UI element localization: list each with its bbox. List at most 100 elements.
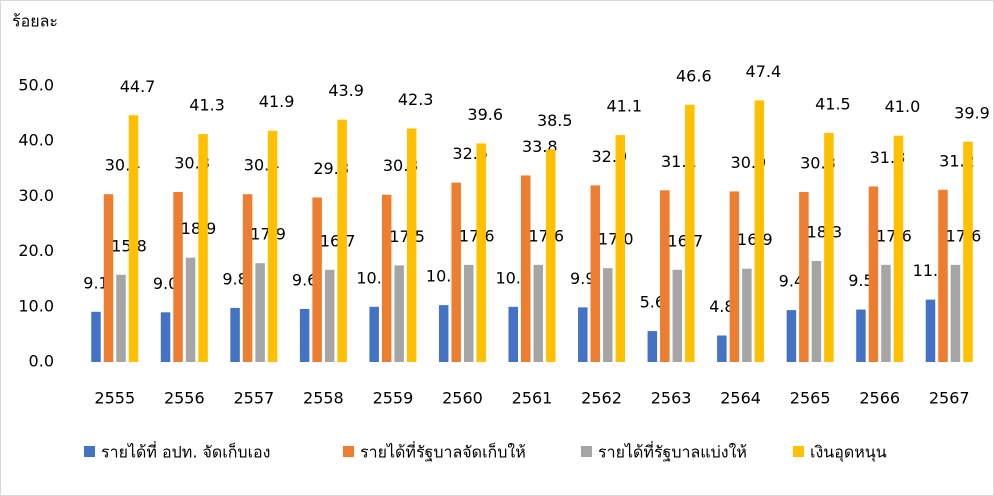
value-label: 38.5	[537, 111, 573, 130]
bar	[299, 309, 310, 362]
bar	[230, 307, 240, 362]
bar	[603, 268, 613, 362]
value-label: 41.9	[259, 92, 295, 111]
bar	[963, 141, 973, 362]
value-label: 9.8	[222, 269, 247, 288]
bar	[856, 309, 866, 362]
x-tick-label: 2565	[790, 389, 831, 408]
value-label: 42.3	[398, 90, 434, 109]
bar	[881, 264, 891, 362]
x-tick-label: 2560	[442, 389, 483, 408]
x-tick-label: 2559	[373, 389, 414, 408]
bar	[893, 135, 904, 362]
y-tick-label: 20.0	[18, 241, 54, 260]
value-label: 9.4	[779, 272, 804, 291]
bar	[463, 264, 474, 362]
bar	[198, 134, 208, 362]
bar	[521, 175, 531, 362]
value-label: 9.0	[153, 274, 178, 293]
value-label: 47.4	[746, 62, 782, 81]
x-tick-label: 2564	[720, 389, 761, 408]
x-tick-label: 2563	[651, 389, 692, 408]
y-tick-label: 0.0	[29, 352, 54, 371]
value-label: 44.7	[120, 77, 156, 96]
bar	[742, 268, 752, 362]
y-tick-label: 30.0	[18, 186, 54, 205]
bar	[925, 299, 936, 362]
bar	[938, 189, 948, 362]
value-label: 39.6	[467, 105, 503, 124]
bar	[160, 312, 171, 362]
value-label: 41.5	[815, 94, 851, 113]
bar	[476, 143, 486, 362]
x-tick-label: 2556	[164, 389, 205, 408]
bar	[546, 149, 556, 362]
bar	[824, 132, 834, 362]
bar	[660, 190, 670, 362]
bar	[615, 135, 626, 362]
bar	[312, 197, 322, 362]
bar	[438, 305, 449, 362]
bar	[590, 185, 601, 362]
bar	[173, 191, 183, 362]
bar	[267, 130, 278, 362]
y-axis-title: ร้อยละ	[12, 12, 58, 31]
bar	[242, 194, 253, 362]
bar	[103, 194, 114, 362]
bar	[950, 264, 961, 362]
value-label: 9.1	[83, 273, 108, 292]
bar	[128, 115, 139, 362]
bar	[717, 335, 727, 362]
value-label: 9.6	[292, 271, 317, 290]
bar	[729, 191, 740, 362]
bar	[337, 119, 347, 362]
legend-swatch	[343, 446, 354, 457]
legend-label: รายได้ที่รัฐบาลแบ่งให้	[598, 441, 747, 462]
x-tick-label: 2566	[859, 389, 900, 408]
bar	[324, 269, 335, 362]
x-tick-label: 2561	[512, 389, 553, 408]
bar	[91, 311, 101, 362]
bar	[578, 307, 588, 362]
bar	[508, 306, 518, 362]
legend-label: รายได้ที่รัฐบาลจัดเก็บให้	[360, 441, 526, 462]
bar	[533, 264, 543, 362]
x-tick-label: 2558	[303, 389, 344, 408]
y-tick-label: 50.0	[18, 76, 54, 95]
value-label: 43.9	[328, 81, 364, 100]
bar	[811, 260, 822, 362]
legend-swatch	[793, 446, 804, 457]
bar	[685, 104, 695, 362]
bar	[381, 194, 392, 362]
x-tick-label: 2567	[929, 389, 970, 408]
bar	[647, 331, 658, 362]
bar	[754, 100, 765, 363]
value-label: 39.9	[954, 103, 990, 122]
x-tick-label: 2555	[94, 389, 135, 408]
legend-swatch	[84, 446, 95, 457]
y-tick-label: 40.0	[18, 131, 54, 150]
bar	[116, 274, 126, 362]
legend-label: เงินอุดหนุน	[810, 443, 887, 463]
bar	[799, 191, 809, 362]
bar	[672, 269, 683, 362]
value-label: 4.8	[709, 297, 734, 316]
bar	[185, 257, 196, 362]
x-tick-label: 2557	[233, 389, 274, 408]
legend-swatch	[581, 446, 592, 457]
x-tick-label: 2562	[581, 389, 622, 408]
value-label: 41.1	[606, 97, 642, 116]
value-label: 41.3	[189, 96, 225, 115]
bar	[786, 310, 797, 362]
bar	[394, 265, 404, 362]
bar	[255, 263, 265, 362]
y-tick-label: 10.0	[18, 296, 54, 315]
value-label: 9.5	[848, 271, 873, 290]
value-label: 46.6	[676, 66, 712, 85]
bar	[451, 182, 461, 362]
bar	[369, 306, 379, 362]
legend-label: รายได้ที่ อปท. จัดเก็บเอง	[101, 441, 270, 462]
